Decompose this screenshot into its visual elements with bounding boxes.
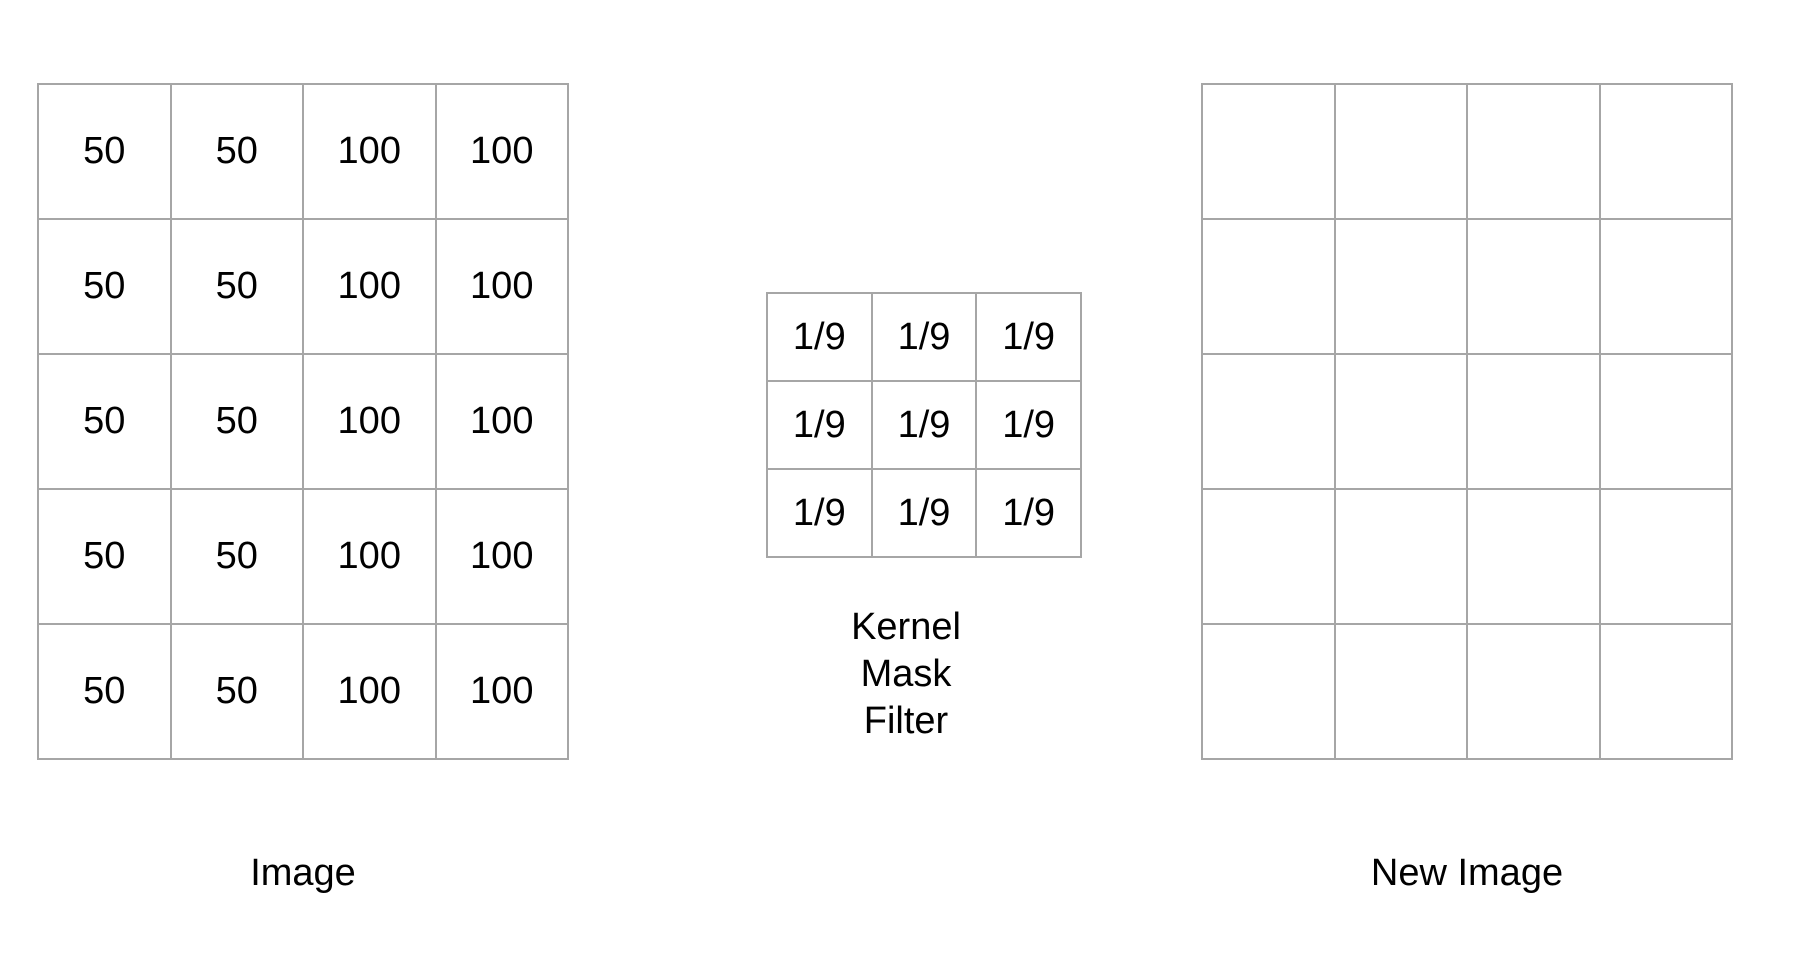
image-cell: 100 — [302, 353, 437, 490]
kernel-cell: 1/9 — [870, 468, 978, 558]
image-row: 50 50 100 100 — [37, 353, 569, 490]
kernel-caption-line: Kernel — [851, 606, 961, 648]
new-image-cell — [1598, 488, 1733, 625]
new-image-grid — [1201, 83, 1733, 760]
image-cell: 50 — [37, 623, 172, 760]
new-image-cell — [1598, 83, 1733, 220]
kernel-cell: 1/9 — [766, 380, 873, 470]
kernel-cell: 1/9 — [975, 380, 1082, 470]
kernel-row: 1/9 1/9 1/9 — [766, 380, 1082, 470]
new-image-cell — [1201, 623, 1336, 760]
new-image-cell — [1201, 218, 1336, 355]
new-image-cell — [1466, 353, 1601, 490]
image-row: 50 50 100 100 — [37, 218, 569, 355]
image-grid: 50 50 100 100 50 50 100 100 50 50 100 10… — [37, 83, 569, 760]
image-cell: 100 — [434, 353, 569, 490]
image-cell: 50 — [169, 623, 304, 760]
image-cell: 50 — [169, 353, 304, 490]
image-cell: 50 — [169, 488, 304, 625]
kernel-caption-line: Mask — [860, 653, 952, 695]
new-image-cell — [1466, 623, 1601, 760]
kernel-cell: 1/9 — [870, 380, 978, 470]
image-row: 50 50 100 100 — [37, 623, 569, 760]
image-cell: 50 — [37, 353, 172, 490]
new-image-caption: New Image — [1370, 852, 1564, 894]
image-cell: 100 — [434, 218, 569, 355]
image-cell: 100 — [434, 488, 569, 625]
kernel-cell: 1/9 — [975, 292, 1082, 382]
kernel-cell: 1/9 — [766, 292, 873, 382]
new-image-row — [1201, 218, 1733, 355]
image-caption: Image — [250, 852, 356, 894]
image-row: 50 50 100 100 — [37, 83, 569, 220]
kernel-row: 1/9 1/9 1/9 — [766, 468, 1082, 558]
image-cell: 50 — [169, 218, 304, 355]
new-image-cell — [1201, 353, 1336, 490]
new-image-cell — [1466, 83, 1601, 220]
image-cell: 100 — [302, 83, 437, 220]
image-row: 50 50 100 100 — [37, 488, 569, 625]
kernel-cell: 1/9 — [766, 468, 873, 558]
image-cell: 50 — [169, 83, 304, 220]
new-image-cell — [1333, 488, 1468, 625]
kernel-caption: Kernel Mask Filter — [806, 604, 1006, 745]
new-image-cell — [1333, 83, 1468, 220]
new-image-cell — [1201, 83, 1336, 220]
new-image-cell — [1466, 488, 1601, 625]
new-image-cell — [1598, 218, 1733, 355]
new-image-row — [1201, 83, 1733, 220]
image-cell: 50 — [37, 218, 172, 355]
new-image-cell — [1333, 218, 1468, 355]
new-image-cell — [1466, 218, 1601, 355]
kernel-grid: 1/9 1/9 1/9 1/9 1/9 1/9 1/9 1/9 1/9 — [766, 292, 1082, 558]
kernel-cell: 1/9 — [870, 292, 978, 382]
image-cell: 100 — [302, 623, 437, 760]
new-image-row — [1201, 488, 1733, 625]
image-cell: 50 — [37, 488, 172, 625]
kernel-row: 1/9 1/9 1/9 — [766, 292, 1082, 382]
image-cell: 100 — [434, 83, 569, 220]
new-image-row — [1201, 353, 1733, 490]
new-image-cell — [1201, 488, 1336, 625]
new-image-cell — [1333, 353, 1468, 490]
kernel-cell: 1/9 — [975, 468, 1082, 558]
new-image-cell — [1598, 623, 1733, 760]
new-image-cell — [1598, 353, 1733, 490]
new-image-row — [1201, 623, 1733, 760]
new-image-cell — [1333, 623, 1468, 760]
image-cell: 50 — [37, 83, 172, 220]
image-cell: 100 — [302, 488, 437, 625]
image-cell: 100 — [434, 623, 569, 760]
kernel-caption-line: Filter — [863, 700, 949, 742]
image-cell: 100 — [302, 218, 437, 355]
